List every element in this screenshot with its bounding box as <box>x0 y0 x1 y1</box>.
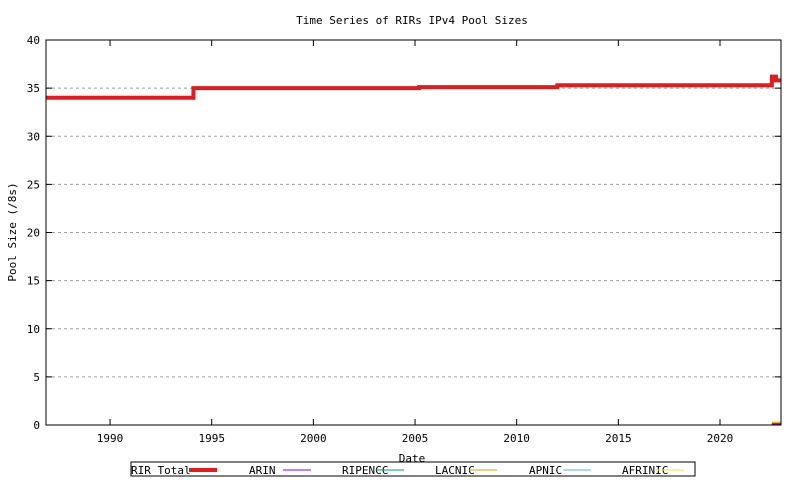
legend-label-ripencc: RIPENCC <box>342 464 388 477</box>
ticks: 0 5 10 15 20 25 30 35 40 1990 1995 2000 2005 2010 2015… <box>27 34 781 445</box>
y-tick-label: 35 <box>27 82 40 95</box>
series-lines <box>46 74 781 425</box>
series-line-rir-total <box>46 74 781 100</box>
y-tick-label: 15 <box>27 275 40 288</box>
legend-label-apnic: APNIC <box>529 464 562 477</box>
x-tick-label: 2020 <box>707 432 734 445</box>
x-tick-label: 1995 <box>198 432 225 445</box>
y-tick-label: 40 <box>27 34 40 47</box>
y-tick-label: 25 <box>27 178 40 191</box>
x-tick-label: 2010 <box>503 432 530 445</box>
y-tick-label: 10 <box>27 323 40 336</box>
y-tick-label: 5 <box>33 371 40 384</box>
x-tick-label: 2000 <box>300 432 327 445</box>
legend-label-arin: ARIN <box>249 464 276 477</box>
legend-box <box>130 461 696 477</box>
x-tick-label: 2015 <box>605 432 632 445</box>
legend-label-afrinic: AFRINIC <box>622 464 668 477</box>
x-tick-label: 2005 <box>402 432 429 445</box>
legend-label-lacnic: LACNIC <box>435 464 475 477</box>
chart-title: Time Series of RIRs IPv4 Pool Sizes <box>296 14 528 27</box>
legend-label-rir-total: RIR Total <box>131 464 191 477</box>
legend: RIR Total ARIN RIPENCC LACNIC APNIC AFRINIC <box>131 464 684 477</box>
y-tick-label: 30 <box>27 130 40 143</box>
y-tick-label: 20 <box>27 227 40 240</box>
x-tick-label: 1990 <box>97 432 124 445</box>
y-axis-label: Pool Size (/8s) <box>6 182 19 281</box>
y-tick-label: 0 <box>33 419 40 432</box>
grid <box>46 87 781 378</box>
